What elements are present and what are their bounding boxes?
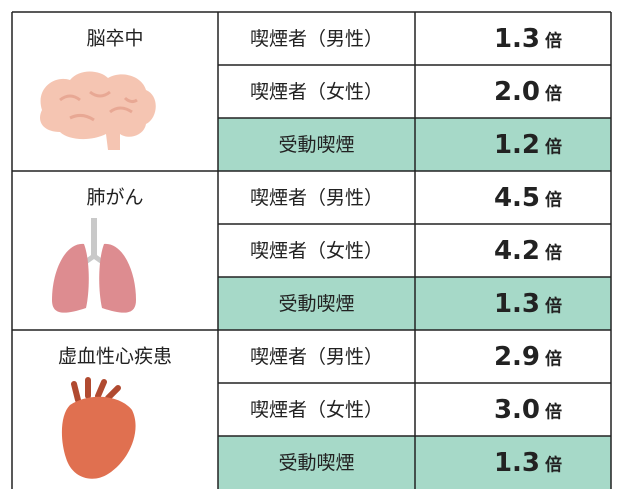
lungs-icon [52,218,136,313]
row-label: 喫煙者（男性） [250,28,383,50]
ratio-value: 2.9 [494,342,540,372]
table: 脳卒中喫煙者（男性）1.3倍喫煙者（女性）2.0倍受動喫煙1.2倍肺がん喫煙者（… [0,0,623,489]
row-label: 受動喫煙 [278,134,354,156]
ratio-unit: 倍 [545,402,562,423]
ratio-value: 1.3 [494,289,540,319]
disease-label: 虚血性心疾患 [58,346,172,368]
ratio-unit: 倍 [545,243,562,264]
brain-icon [40,72,156,151]
ratio-value: 3.0 [494,395,540,425]
row-label: 喫煙者（女性） [250,240,383,262]
ratio-unit: 倍 [545,84,562,105]
icons [40,72,156,479]
row-label: 受動喫煙 [278,452,354,474]
row-label: 喫煙者（男性） [250,346,383,368]
row-label: 受動喫煙 [278,293,354,315]
ratio-value: 1.3 [494,448,540,478]
ratio-unit: 倍 [545,349,562,370]
disease-label: 肺がん [86,187,143,209]
ratio-unit: 倍 [545,137,562,158]
ratio-value: 4.2 [494,236,540,266]
row-label: 喫煙者（女性） [250,399,383,421]
ratio-unit: 倍 [545,31,562,52]
ratio-unit: 倍 [545,190,562,211]
ratio-value: 2.0 [494,77,540,107]
ratio-unit: 倍 [545,455,562,476]
ratio-value: 1.3 [494,24,540,54]
heart-icon [62,380,136,479]
ratio-value: 4.5 [494,183,540,213]
row-label: 喫煙者（女性） [250,81,383,103]
ratio-value: 1.2 [494,130,540,160]
disease-label: 脳卒中 [86,28,143,50]
row-label: 喫煙者（男性） [250,187,383,209]
ratio-unit: 倍 [545,296,562,317]
